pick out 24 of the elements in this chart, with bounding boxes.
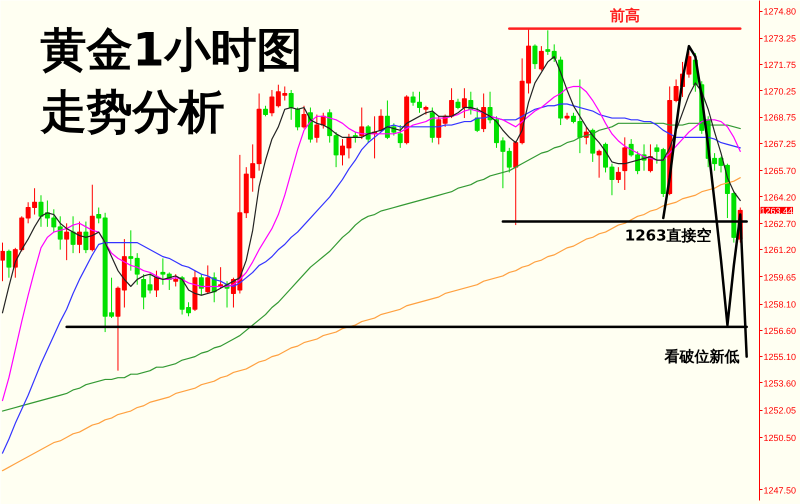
series-label: 1263直接空: [624, 226, 712, 245]
y-tick-label: 1273.25: [764, 34, 796, 44]
y-tick-label: 1270.25: [764, 86, 796, 96]
y-tick-label: 1252.05: [764, 406, 796, 416]
y-tick-label: 1271.75: [764, 60, 796, 70]
y-tick-label: 1274.80: [764, 6, 796, 17]
y-tick-label: 1253.60: [764, 378, 796, 388]
text: 黄金1小时图: [40, 22, 303, 76]
y-tick-label: 1259.65: [764, 272, 796, 282]
y-tick-label: 1255.10: [764, 352, 796, 362]
y-tick-label: 1267.25: [764, 138, 796, 149]
y-tick-label: 1261.20: [764, 245, 796, 256]
y-tick-label: 1264.20: [764, 192, 796, 202]
y-tick-label: 1268.75: [764, 112, 796, 123]
series-label: 看破位新低: [664, 348, 740, 366]
y-tick-label: 1250.50: [764, 432, 796, 443]
y-tick-label: 1247.50: [764, 485, 796, 496]
y-tick-label: 1258.10: [764, 300, 796, 310]
y-tick-label: 1262.70: [764, 218, 796, 229]
y-tick-label: 1265.70: [764, 166, 796, 176]
text: 1263.44: [760, 206, 794, 216]
series-label: 前高: [608, 6, 640, 25]
y-tick-label: 1256.60: [764, 326, 796, 336]
text: 走势分析: [40, 84, 224, 138]
